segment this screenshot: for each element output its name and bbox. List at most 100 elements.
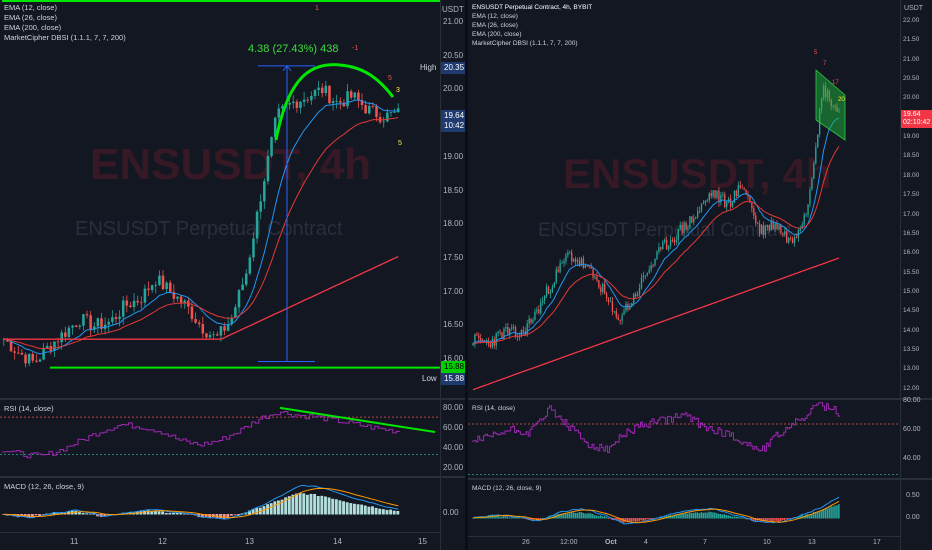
left-candle — [45, 345, 49, 349]
right-legend-ema12[interactable]: EMA (12, close) — [472, 13, 518, 20]
left-candle — [13, 351, 16, 353]
left-macd-bar — [222, 514, 226, 519]
left-chart-panel[interactable]: ENSUSDT, 4h ENSUSDT Perpetual Contract 4… — [0, 0, 465, 550]
right-candle — [793, 237, 796, 243]
left-candle — [252, 238, 255, 258]
right-macd-bar — [737, 516, 739, 519]
right-price-tick: 15.00 — [903, 287, 920, 295]
right-price-tick: 16.50 — [903, 229, 920, 237]
right-candle — [652, 265, 654, 266]
left-price-axis[interactable]: 21.0020.5020.0019.5019.0018.5018.0017.50… — [440, 0, 465, 398]
left-legend-ema200[interactable]: EMA (200, close) — [4, 23, 62, 32]
left-candle — [42, 348, 45, 360]
right-macd-bar — [681, 513, 683, 519]
right-candle — [549, 292, 552, 294]
left-macd-bar — [204, 514, 208, 517]
left-macd-bar — [248, 510, 251, 515]
right-macd-bar — [512, 517, 515, 519]
right-macd-bar — [826, 508, 828, 519]
left-legend-ema26[interactable]: EMA (26, close) — [4, 13, 57, 22]
left-candle — [140, 302, 143, 304]
right-rsi-tick: 40.00 — [903, 455, 921, 462]
right-legend-ema200[interactable]: EMA (200, close) — [472, 31, 522, 38]
right-macd-bar — [497, 515, 499, 519]
right-rsi-legend[interactable]: RSI (14, close) — [472, 405, 515, 412]
right-macd-bar — [721, 514, 724, 519]
right-candle — [607, 298, 610, 302]
right-macd-bar — [702, 512, 705, 519]
right-macd-legend[interactable]: MACD (12, 26, close, 9) — [472, 485, 542, 492]
right-candle — [540, 302, 542, 314]
right-candle — [716, 190, 718, 198]
right-candle — [596, 276, 598, 281]
right-candle — [673, 240, 676, 243]
right-ema12-line — [472, 117, 840, 345]
left-legend-dbsi[interactable]: MarketCipher DBSI (1.1.1, 7, 7, 200) — [4, 33, 126, 42]
right-candle — [780, 224, 782, 233]
right-candle — [698, 210, 701, 212]
left-candle — [273, 117, 277, 138]
right-macd-bar — [594, 515, 596, 519]
left-macd-bar — [280, 499, 284, 515]
right-dbsi-mark: 5 — [814, 50, 818, 56]
left-macd-bar — [356, 504, 360, 515]
right-candle — [559, 263, 561, 272]
right-price-tick: 12.00 — [903, 384, 920, 392]
right-macd-bar — [739, 517, 741, 519]
right-time-tick: 4 — [644, 539, 648, 546]
left-time-tick: 13 — [245, 537, 254, 546]
measure-label: 4.38 (27.43%) 438 — [248, 43, 339, 55]
left-low-value: 15.88 — [441, 373, 465, 385]
right-macd-bar — [574, 513, 577, 519]
left-time-axis[interactable]: 11 12 13 14 15 — [0, 532, 440, 550]
right-macd-bar — [801, 515, 803, 519]
right-candle — [551, 286, 554, 293]
right-rsi-pane[interactable] — [468, 400, 900, 478]
left-macd-bar — [298, 492, 302, 515]
left-macd-bar — [309, 493, 313, 515]
left-rsi-axis[interactable]: 80.00 60.00 40.00 20.00 — [440, 400, 465, 476]
left-rsi-legend[interactable]: RSI (14, close) — [4, 404, 54, 413]
right-macd-bar — [601, 516, 604, 519]
right-rsi-tick: 80.00 — [903, 397, 921, 404]
left-candle — [244, 273, 248, 285]
left-price-tick: 16.50 — [443, 320, 464, 330]
right-chart-title[interactable]: ENSUSDT Perpetual Contract, 4h, BYBIT — [472, 4, 593, 11]
right-candle — [786, 231, 788, 243]
right-macd-bar — [499, 516, 501, 519]
right-macd-bar — [814, 511, 817, 519]
left-macd-legend[interactable]: MACD (12, 26, close, 9) — [4, 482, 85, 491]
right-legend-ema26[interactable]: EMA (26, close) — [472, 22, 518, 29]
right-candle — [811, 178, 813, 190]
right-candle — [542, 300, 544, 303]
left-ema12-line — [3, 99, 399, 355]
left-candle — [389, 112, 393, 113]
right-time-axis[interactable]: 26 12:00 Oct 4 7 10 13 17 — [468, 536, 900, 550]
right-macd-bar — [630, 518, 633, 522]
right-chart-panel[interactable]: ENSUSDT, 4h ENSUSDT Perpetual Contract 5… — [468, 0, 932, 550]
right-macd-bar — [485, 517, 488, 519]
right-macd-bar — [812, 512, 815, 519]
left-macd-pane[interactable] — [0, 478, 440, 532]
left-candle — [143, 288, 147, 303]
right-macd-bar — [648, 518, 650, 520]
right-macd-pane[interactable] — [468, 480, 900, 536]
left-rsi-pane[interactable] — [0, 400, 440, 476]
left-candle — [263, 181, 266, 202]
right-macd-bar — [671, 515, 674, 519]
right-price-axis[interactable]: 22.0021.5021.0020.5020.0019.5019.0018.50… — [900, 0, 932, 398]
right-rsi-axis[interactable]: 80.00 60.00 40.00 — [900, 397, 932, 478]
right-legend-dbsi[interactable]: MarketCipher DBSI (1.1.1, 7, 7, 200) — [472, 40, 578, 47]
left-candle — [237, 290, 241, 308]
left-candle — [320, 87, 324, 94]
right-dbsi-mark: 17 — [832, 80, 839, 86]
right-price-chart[interactable]: 57 17 20 — [468, 0, 900, 398]
right-candle — [679, 224, 681, 230]
left-rsi-tick: 20.00 — [443, 463, 464, 472]
right-macd-bar — [559, 514, 561, 519]
right-candle — [807, 204, 809, 215]
right-macd-bar — [491, 515, 493, 519]
left-candle — [216, 334, 219, 336]
left-legend-ema12[interactable]: EMA (12, close) — [4, 3, 57, 12]
